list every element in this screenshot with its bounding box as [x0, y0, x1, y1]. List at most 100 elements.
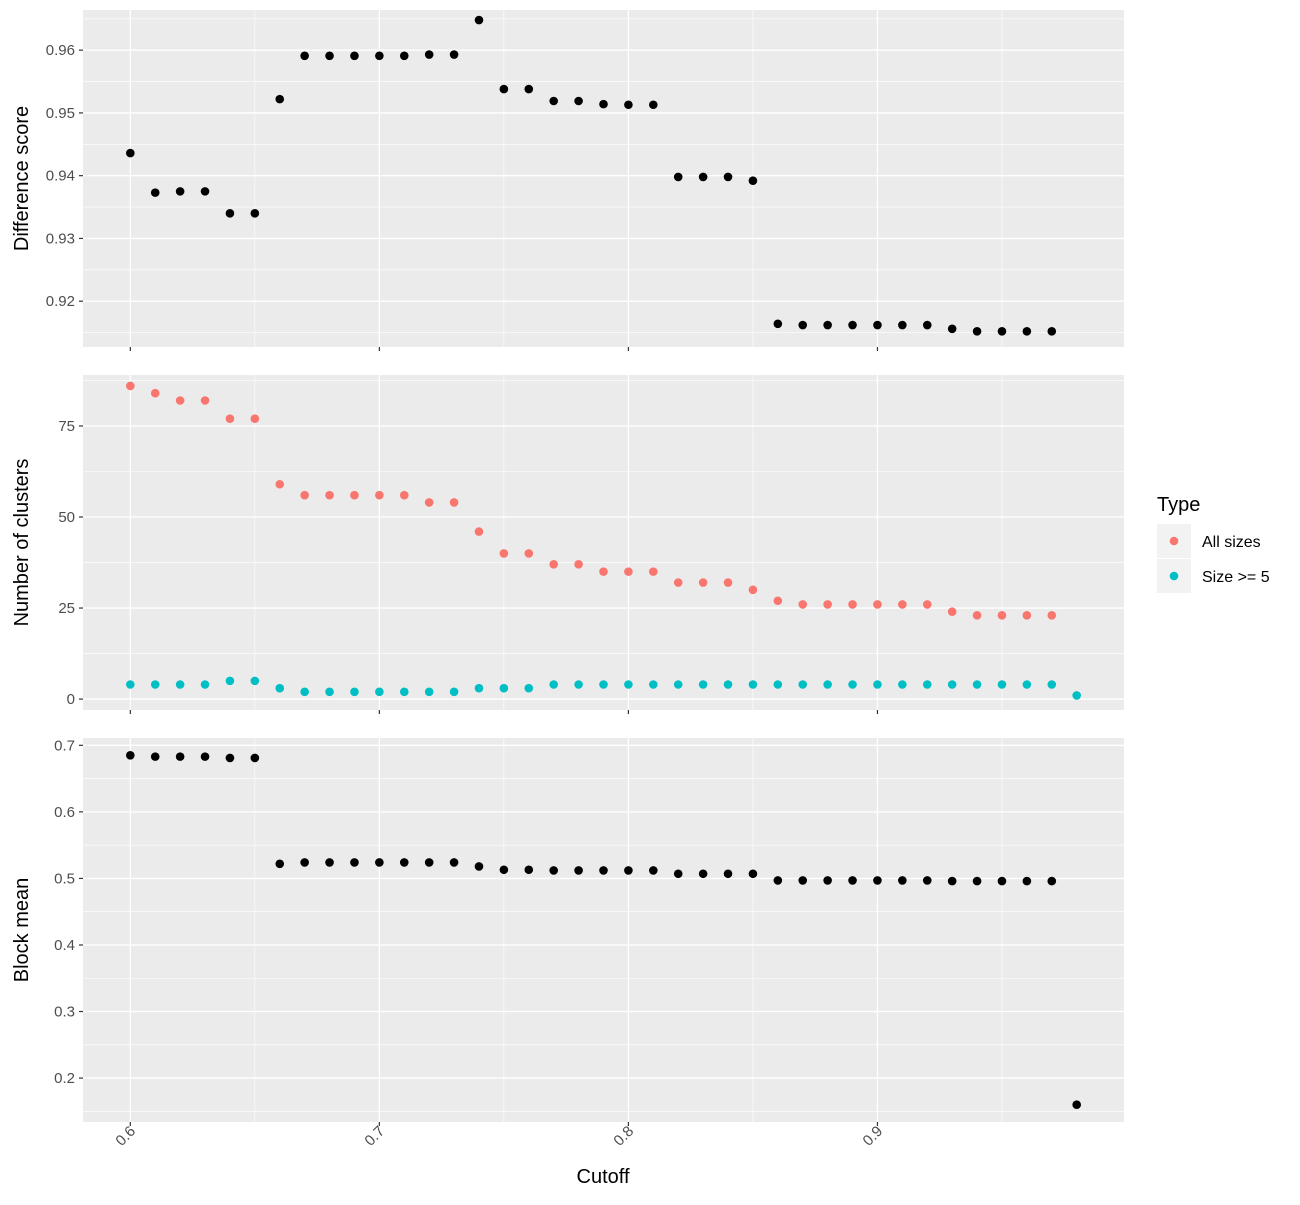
panel-1-background: [83, 10, 1124, 347]
legend-key-marker: [1169, 536, 1179, 546]
panel-3-series-1-point: [474, 862, 484, 871]
panel-2-series-2-point: [275, 683, 285, 693]
panel-1-series-1-point: [922, 320, 932, 330]
panel-3-y-tick-label: 0.5: [54, 870, 75, 887]
panel-2-series-2-point: [474, 683, 484, 693]
panel-2-series-2-point: [300, 687, 309, 697]
panel-2-series-2-point: [898, 680, 907, 689]
panel-2-series-1-point: [997, 611, 1007, 620]
panel-1-series-1-point: [474, 15, 484, 25]
panel-1-series-1-point: [1047, 327, 1057, 336]
panel-1-series-1-point: [499, 84, 509, 94]
panel-2-series-2-point: [200, 680, 210, 689]
panel-1-series-1-point: [325, 51, 334, 61]
panel-1-series-1-point: [275, 94, 285, 104]
panel-3-series-1-point: [150, 752, 160, 761]
panel-3-series-1-point: [449, 858, 459, 867]
panel-2-series-1-point: [698, 578, 708, 587]
panel-3-series-1-point: [200, 752, 210, 761]
legend-title: Type: [1157, 494, 1200, 516]
panel-2-series-1-point: [673, 578, 683, 587]
panel-1-series-1-point: [649, 100, 658, 110]
panel-2-series-2-point: [947, 680, 957, 689]
panel-1-series-1-point: [748, 176, 758, 185]
panel-2-series-2-point: [126, 680, 135, 689]
panel-2-series-1-point: [150, 388, 160, 398]
panel-2-series-1-point: [375, 490, 384, 500]
legend-label: Size >= 5: [1202, 569, 1270, 586]
panel-3-series-1-point: [275, 859, 285, 869]
panel-3-series-1-point: [823, 876, 832, 885]
x-tick-label: 0.7: [361, 1123, 388, 1150]
panel-1-series-1-point: [997, 327, 1007, 336]
panel-2-series-2-point: [624, 680, 633, 689]
panel-2-series-2-point: [748, 680, 758, 689]
panel-3-background: [83, 738, 1124, 1122]
panel-3-series-1-point: [947, 876, 957, 886]
panel-2-series-1-point: [325, 490, 334, 500]
panel-1-series-1-point: [848, 320, 857, 330]
panel-3-series-1-point: [673, 869, 683, 879]
panel-2-series-2-point: [848, 680, 857, 689]
panel-2-series-2-point: [1022, 680, 1032, 689]
panel-3-y-tick-label: 0.4: [54, 937, 75, 954]
panel-2-series-1-point: [499, 549, 509, 558]
panel-1-series-1-point: [449, 50, 459, 59]
panel-1-y-tick-label: 0.93: [46, 230, 75, 247]
panel-3-series-1-point: [972, 876, 982, 886]
panel-2-series-2-point: [350, 687, 359, 697]
panel-2-series-2-point: [1047, 680, 1057, 689]
panel-3-series-1-point: [1072, 1100, 1081, 1109]
panel-2-series-2-point: [723, 680, 733, 689]
panel-1-series-1-point: [524, 84, 534, 94]
panel-2-series-2-point: [424, 687, 434, 697]
panel-3-y-tick-label: 0.3: [54, 1004, 75, 1021]
panel-1-series-1-point: [873, 320, 882, 330]
panel-2-series-1-point: [300, 490, 309, 500]
panel-1-y-tick-label: 0.95: [46, 105, 75, 122]
panel-1-y-tick-label: 0.92: [46, 293, 75, 310]
panel-2-series-1-point: [175, 396, 185, 405]
panel-1-series-1-point: [300, 51, 309, 61]
panel-2-series-1-point: [250, 414, 260, 423]
panel-2-series-1-point: [350, 490, 359, 500]
panel-3-series-1-point: [126, 751, 135, 760]
panel-3-y-axis-title: Block mean: [11, 878, 33, 983]
panel-2-series-1-point: [848, 600, 857, 609]
panel-1-series-1-point: [250, 209, 260, 218]
legend-key-marker: [1169, 571, 1179, 581]
panel-3-series-1-point: [848, 876, 857, 885]
panel-3-series-1-point: [898, 876, 907, 885]
panel-3-series-1-point: [599, 866, 608, 875]
panel-3-series-1-point: [375, 858, 384, 867]
panel-3-series-1-point: [723, 869, 733, 879]
panel-3-series-1-point: [997, 876, 1007, 886]
panel-3-y-tick-label: 0.7: [54, 737, 75, 754]
panel-2-series-1-point: [549, 560, 558, 569]
panel-3-y-tick-label: 0.6: [54, 804, 75, 821]
panel-3-series-1-point: [250, 753, 260, 763]
panel-3-series-1-point: [549, 866, 558, 875]
panel-1-series-1-point: [723, 172, 733, 182]
panel-2-series-2-point: [150, 680, 160, 689]
panel-2-series-1-point: [399, 490, 409, 500]
panel-2-series-1-point: [748, 585, 758, 595]
panel-3-series-1-point: [773, 876, 783, 885]
panel-1-series-1-point: [350, 51, 359, 61]
legend-label: All sizes: [1202, 534, 1261, 551]
panel-2-series-2-point: [649, 680, 658, 689]
panel-2-series-2-point: [997, 680, 1007, 689]
panel-1-y-axis-title: Difference score: [11, 106, 33, 251]
panel-2-series-1-point: [773, 596, 783, 606]
panel-1-series-1-point: [225, 209, 235, 218]
panel-2-series-2-point: [798, 680, 808, 689]
panel-3-series-1-point: [399, 858, 409, 867]
panel-2-series-1-point: [275, 479, 285, 489]
panel-2-series-1-point: [947, 607, 957, 616]
panel-2-series-1-point: [922, 600, 932, 609]
panel-2-series-2-point: [922, 680, 932, 689]
panel-2-series-1-point: [624, 567, 633, 576]
panel-1-series-1-point: [375, 51, 384, 61]
panel-2-series-2-point: [599, 680, 608, 689]
